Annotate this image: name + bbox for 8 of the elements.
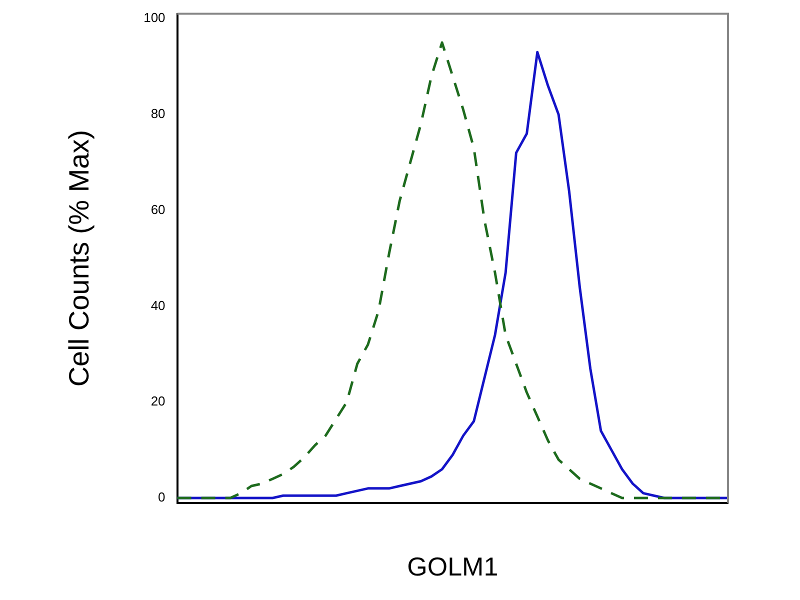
x-axis-title: GOLM1 [407, 552, 498, 582]
y-tick-label: 40 [150, 298, 166, 313]
y-axis-title: Cell Counts (% Max) [64, 130, 95, 387]
y-tick-label: 100 [144, 10, 166, 26]
y-tick-label: 60 [150, 202, 166, 217]
y-tick-label: 20 [150, 394, 166, 409]
y-tick-label: 80 [150, 106, 166, 122]
y-tick-label: 0 [158, 490, 166, 505]
